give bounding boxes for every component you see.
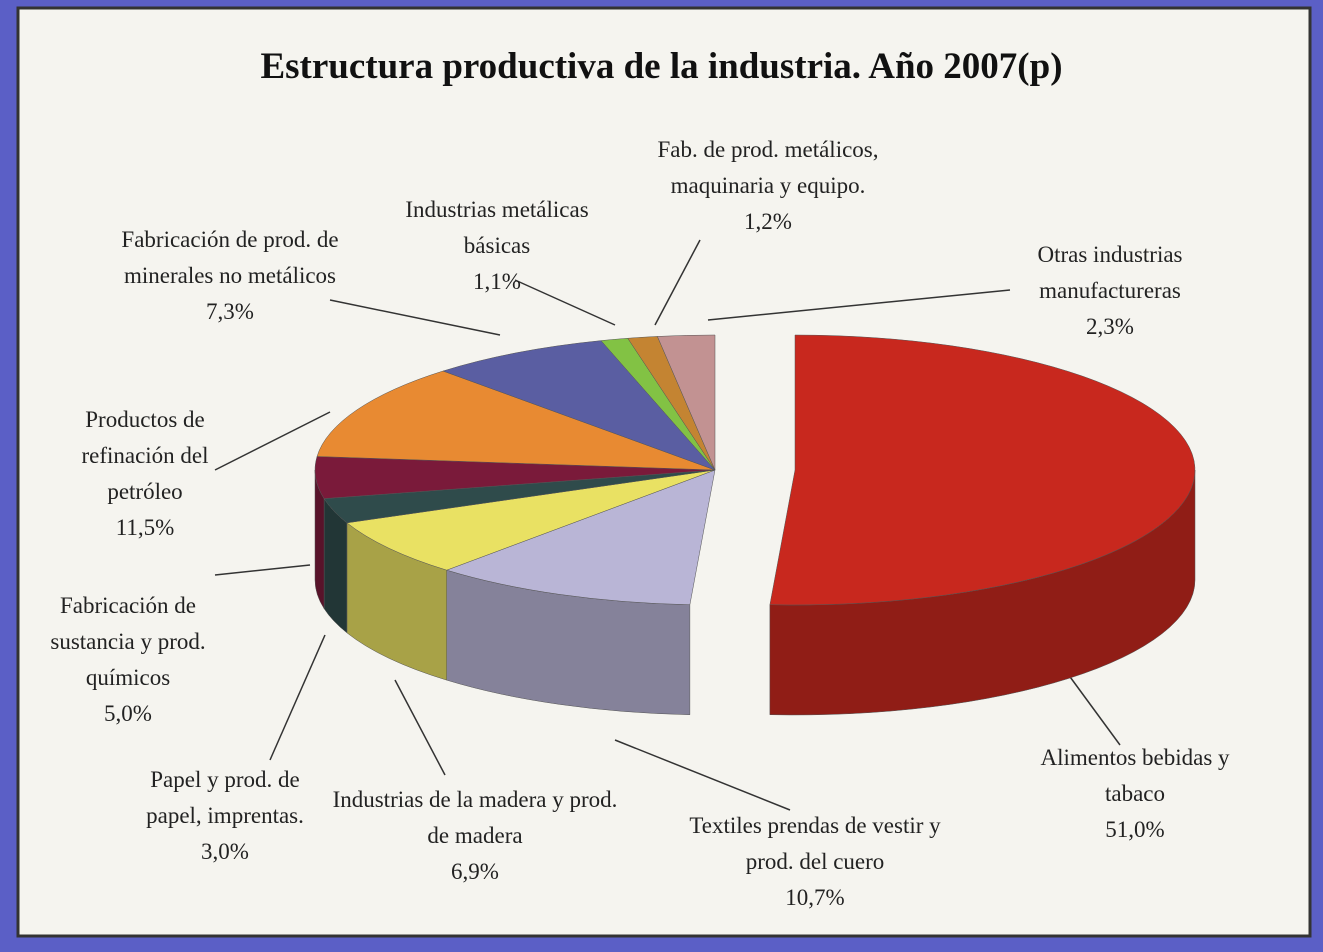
leader-line: [269, 634, 326, 761]
value-label: 51,0%: [1105, 817, 1165, 842]
leader-line: [1064, 669, 1121, 746]
category-label: Productos de refinación del petróleo: [81, 407, 209, 504]
slice-label: Fabricación de prod. de minerales no met…: [120, 222, 340, 330]
value-label: 6,9%: [451, 859, 499, 884]
leader-line: [214, 564, 311, 576]
slice: [657, 334, 716, 471]
chart-title: Estructura productiva de la industria. A…: [260, 46, 1063, 87]
leader-line: [329, 299, 501, 336]
leader-line: [614, 739, 791, 811]
leader-line: [654, 239, 701, 326]
slice-label: Productos de refinación del petróleo 11,5…: [60, 402, 230, 546]
leader-line: [214, 411, 331, 471]
category-label: Industrias metálicas básicas: [405, 197, 589, 258]
slice-label: Textiles prendas de vestir y prod. del c…: [685, 808, 945, 916]
slice-label: Papel y prod. de papel, imprentas. 3,0%: [145, 762, 305, 870]
category-label: Papel y prod. de papel, imprentas.: [146, 767, 304, 828]
category-label: Fabricación de prod. de minerales no met…: [121, 227, 339, 288]
category-label: Industrias de la madera y prod. de mader…: [332, 787, 618, 848]
value-label: 10,7%: [785, 885, 845, 910]
slice: [445, 469, 716, 605]
leader-line: [394, 679, 446, 776]
slice: [346, 469, 716, 571]
pie: [314, 334, 1196, 716]
category-label: Textiles prendas de vestir y prod. del c…: [689, 813, 941, 874]
value-label: 11,5%: [115, 515, 175, 540]
slice: [316, 370, 716, 471]
category-label: Fabricación de sustancia y prod. químico…: [50, 593, 206, 690]
value-label: 5,0%: [104, 701, 152, 726]
slice-label: Industrias de la madera y prod. de mader…: [330, 782, 620, 890]
slice: [769, 334, 1196, 606]
value-label: 3,0%: [201, 839, 249, 864]
category-label: Alimentos bebidas y tabaco: [1040, 745, 1230, 806]
slice-label: Otras industrias manufactureras 2,3%: [1010, 237, 1210, 345]
value-label: 1,2%: [744, 209, 792, 234]
slice-label: Industrias metálicas básicas 1,1%: [397, 192, 597, 300]
category-label: Otras industrias manufactureras: [1037, 242, 1183, 303]
slice: [442, 340, 716, 471]
leader-line: [514, 279, 616, 326]
value-label: 2,3%: [1086, 314, 1134, 339]
leader-line: [707, 289, 1011, 321]
slice-label: Alimentos bebidas y tabaco 51,0%: [1035, 740, 1235, 848]
slice-label: Fab. de prod. metálicos, maquinaria y eq…: [643, 132, 893, 240]
leader-lines: [214, 239, 1121, 811]
slice-label: Fabricación de sustancia y prod. químico…: [28, 588, 228, 732]
value-label: 7,3%: [206, 299, 254, 324]
category-label: Fab. de prod. metálicos, maquinaria y eq…: [657, 137, 879, 198]
value-label: 1,1%: [473, 269, 521, 294]
